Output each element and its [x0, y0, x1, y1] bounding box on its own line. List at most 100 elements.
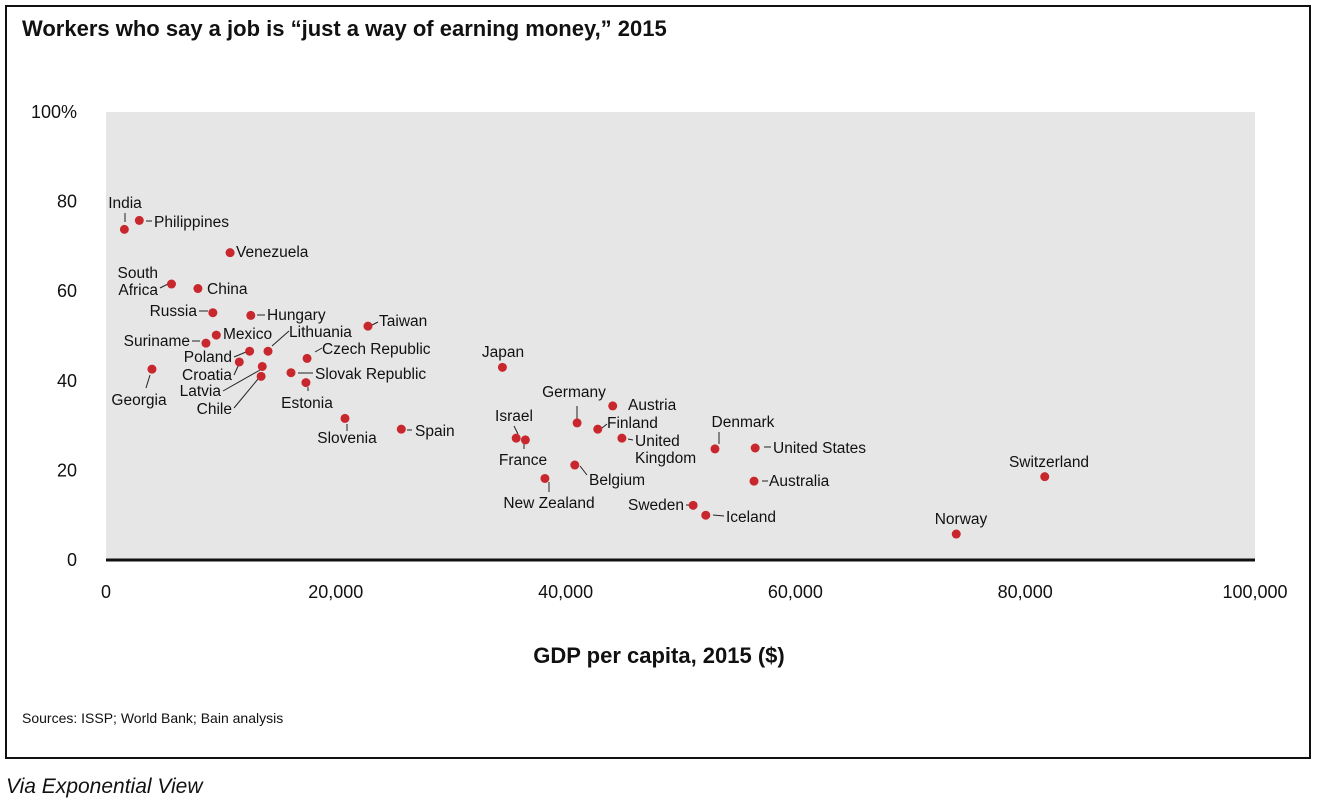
data-point [225, 248, 235, 258]
data-point [302, 353, 312, 363]
data-point [593, 424, 603, 434]
point-label: Belgium [589, 472, 645, 489]
data-point [750, 443, 760, 453]
data-point [147, 364, 157, 374]
chart-title: Workers who say a job is “just a way of … [22, 16, 667, 41]
data-point [166, 279, 176, 289]
point-label: Estonia [281, 395, 333, 412]
leader-line [314, 347, 323, 353]
leader-line [601, 423, 608, 429]
point-label: Australia [769, 473, 830, 490]
data-point [688, 500, 698, 510]
point-label: United Kingdom [635, 433, 696, 467]
data-point [211, 330, 221, 340]
point-label: Slovenia [317, 430, 377, 447]
y-tick-label: 20 [57, 460, 77, 480]
point-label: Philippines [154, 214, 229, 231]
point-label: New Zealand [503, 495, 594, 512]
leader-line [513, 425, 519, 435]
leader-line [371, 321, 379, 326]
data-point [193, 284, 203, 294]
data-point [246, 310, 256, 320]
data-point [340, 413, 350, 423]
data-point [257, 361, 267, 371]
point-label: Latvia [180, 383, 222, 400]
x-tick-label: 40,000 [538, 582, 593, 602]
x-tick-label: 100,000 [1222, 582, 1287, 602]
data-point [208, 308, 218, 318]
point-label: Chile [197, 401, 232, 418]
data-point [520, 435, 530, 445]
point-label: Germany [542, 384, 606, 401]
leader-line [145, 374, 151, 389]
data-point [201, 338, 211, 348]
y-tick-label: 60 [57, 281, 77, 301]
point-label: Spain [415, 423, 455, 440]
point-label: Croatia [182, 367, 232, 384]
point-label: Venezuela [236, 244, 309, 261]
leader-lines [124, 213, 771, 517]
leader-line [712, 514, 725, 517]
data-point [608, 401, 618, 411]
data-point [540, 473, 550, 483]
data-point [572, 418, 582, 428]
data-point [234, 357, 244, 367]
x-tick-label: 0 [101, 582, 111, 602]
data-points [119, 215, 1050, 539]
x-tick-label: 60,000 [768, 582, 823, 602]
chart-frame [5, 5, 1311, 759]
data-point [617, 433, 627, 443]
point-label: Israel [495, 408, 533, 425]
data-point [701, 510, 711, 520]
y-tick-label: 80 [57, 192, 77, 212]
point-label: Sweden [628, 497, 684, 514]
point-label: Iceland [726, 509, 776, 526]
data-point [245, 346, 255, 356]
y-tick-label: 40 [57, 371, 77, 391]
point-label: Czech Republic [322, 341, 431, 358]
data-point [263, 346, 273, 356]
data-point [301, 378, 311, 388]
data-point [951, 529, 961, 539]
point-label: Finland [607, 415, 658, 432]
point-label: France [499, 452, 547, 469]
leader-line [579, 465, 588, 476]
plot-area [106, 112, 1255, 560]
leader-line [233, 351, 247, 358]
data-point [570, 460, 580, 470]
point-label: Taiwan [379, 313, 427, 330]
x-axis-label: GDP per capita, 2015 ($) [533, 643, 785, 668]
x-tick-label: 20,000 [308, 582, 363, 602]
point-label: Austria [628, 397, 677, 414]
point-label: United States [773, 440, 866, 457]
point-label: South Africa [117, 265, 158, 299]
point-label: Hungary [267, 307, 326, 324]
point-label: Switzerland [1009, 454, 1089, 471]
point-label: China [207, 281, 248, 298]
data-point [363, 321, 373, 331]
data-point [134, 215, 144, 225]
point-label: Denmark [712, 414, 775, 431]
leader-line [222, 369, 261, 392]
data-point [511, 433, 521, 443]
point-label: Lithuania [289, 324, 352, 341]
point-label: Slovak Republic [315, 366, 426, 383]
data-point [286, 368, 296, 378]
data-point [1040, 472, 1050, 482]
point-label: Russia [150, 303, 198, 320]
data-point [119, 224, 129, 234]
data-point [396, 424, 406, 434]
point-label: Poland [184, 349, 232, 366]
leader-line [159, 283, 169, 289]
via-credit: Via Exponential View [6, 775, 203, 798]
x-tick-label: 80,000 [998, 582, 1053, 602]
data-point [710, 444, 720, 454]
point-label: Suriname [124, 333, 190, 350]
point-label: Georgia [111, 392, 167, 409]
data-point [497, 362, 507, 372]
leader-line [271, 330, 290, 347]
point-labels: India Philippines Venezuela South Africa Chin… [108, 195, 1089, 528]
y-tick-label: 100% [31, 102, 77, 122]
sources-note: Sources: ISSP; World Bank; Bain analysis [22, 710, 284, 726]
